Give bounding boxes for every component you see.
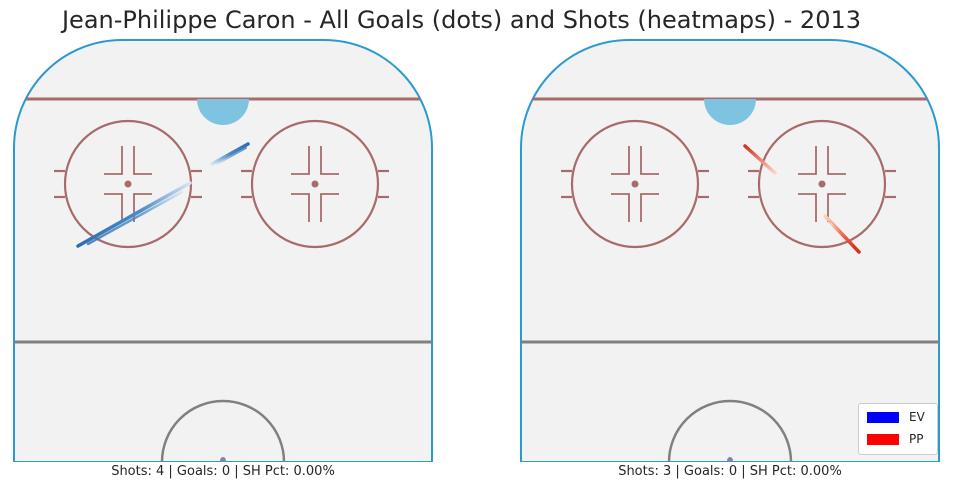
center-circle <box>160 399 286 462</box>
ice-surface <box>520 39 940 462</box>
legend-swatch-ev <box>867 411 899 423</box>
legend: EV PP <box>858 403 938 455</box>
faceoff-circle-right <box>241 119 389 249</box>
legend-swatch-pp <box>867 433 899 445</box>
ev-shot-streak <box>86 190 184 246</box>
legend-label-ev: EV <box>909 410 925 424</box>
pp-shot-heatmap <box>743 144 861 254</box>
panel-right-caption: Shots: 3 | Goals: 0 | SH Pct: 0.00% <box>618 464 842 479</box>
pp-shot-streak <box>829 222 857 250</box>
legend-label-pp: PP <box>909 432 924 446</box>
chart-title: Jean-Philippe Caron - All Goals (dots) a… <box>61 6 862 34</box>
faceoff-dot-right <box>311 180 319 188</box>
faceoff-dot-right <box>818 180 826 188</box>
ev-shot-streak <box>76 181 192 248</box>
center-dot <box>220 457 226 462</box>
faceoff-dot-left <box>124 180 132 188</box>
ev-shot-heatmap <box>76 142 250 248</box>
ev-shot-streak <box>216 147 247 165</box>
ev-shot-streak <box>210 142 250 166</box>
goal-crease <box>197 99 249 125</box>
faceoff-circle-right <box>748 119 896 249</box>
center-dot <box>727 457 733 462</box>
rink-right-panel <box>520 39 940 462</box>
panel-left-caption: Shots: 4 | Goals: 0 | SH Pct: 0.00% <box>111 464 335 479</box>
faceoff-dot-left <box>631 180 639 188</box>
legend-item-ev: EV <box>867 409 925 425</box>
rink-left-panel <box>13 39 433 462</box>
faceoff-circle-left <box>561 119 709 249</box>
goal-crease <box>704 99 756 125</box>
center-circle <box>667 399 793 462</box>
ice-surface <box>13 39 433 462</box>
pp-shot-streak <box>743 144 777 175</box>
legend-item-pp: PP <box>867 431 923 447</box>
